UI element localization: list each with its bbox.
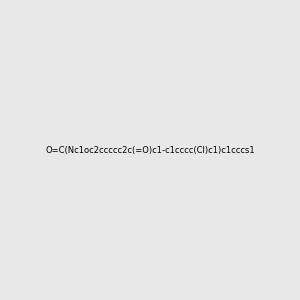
- Text: O=C(Nc1oc2ccccc2c(=O)c1-c1cccc(Cl)c1)c1cccs1: O=C(Nc1oc2ccccc2c(=O)c1-c1cccc(Cl)c1)c1c…: [45, 146, 255, 154]
